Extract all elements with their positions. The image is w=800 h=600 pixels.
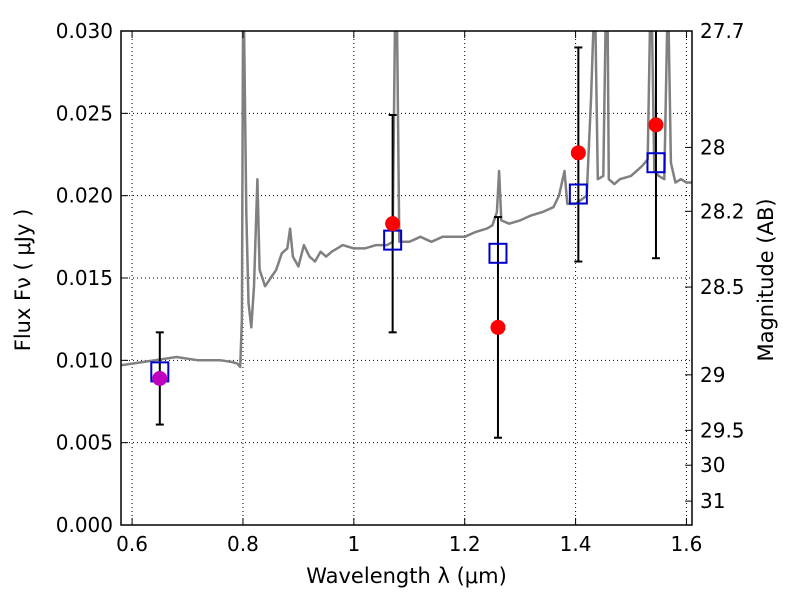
model-square-point bbox=[488, 242, 508, 264]
y-axis-right-label: Magnitude (AB) bbox=[754, 198, 778, 361]
observed-point bbox=[152, 370, 168, 386]
x-tick-label: 1.2 bbox=[449, 532, 481, 556]
right-tick-label: 29.5 bbox=[700, 418, 745, 442]
x-tick-label: 0.8 bbox=[227, 532, 259, 556]
y-tick-label: 0.010 bbox=[56, 348, 113, 372]
right-tick-label: 28 bbox=[700, 135, 725, 159]
observed-points bbox=[152, 117, 664, 386]
y-tick-label: 0.015 bbox=[56, 266, 113, 290]
right-tick-label: 27.7 bbox=[700, 19, 745, 43]
observed-point bbox=[570, 145, 586, 161]
y-tick-label: 0.000 bbox=[56, 513, 113, 537]
observed-point bbox=[385, 216, 401, 232]
right-tick-label: 28.2 bbox=[700, 199, 745, 223]
y-axis-label: Flux Fν ( μJy ) bbox=[11, 209, 35, 352]
x-tick-label: 1.4 bbox=[560, 532, 592, 556]
right-tick-label: 28.5 bbox=[700, 275, 745, 299]
y-tick-label: 0.020 bbox=[56, 184, 113, 208]
y-tick-label: 0.030 bbox=[56, 19, 113, 43]
spectrum-line bbox=[121, 31, 692, 369]
x-tick-label: 1.6 bbox=[671, 532, 703, 556]
spectrum-series bbox=[121, 31, 692, 369]
model-square-point bbox=[646, 152, 666, 174]
observed-point bbox=[490, 319, 506, 335]
right-tick-label: 31 bbox=[700, 489, 725, 513]
y-tick-label: 0.025 bbox=[56, 101, 113, 125]
model-square-point bbox=[568, 183, 588, 205]
observed-point bbox=[648, 117, 664, 133]
axis-ticks: 0.6 0.8 1 1.2 1.4 1.6 0.000 0.005 0.010 0.015 0.02… bbox=[56, 19, 745, 556]
x-tick-label: 1 bbox=[347, 532, 360, 556]
x-axis-label: Wavelength λ (μm) bbox=[306, 564, 507, 588]
right-tick-label: 30 bbox=[700, 453, 725, 477]
x-tick-label: 0.6 bbox=[116, 532, 148, 556]
y-tick-label: 0.005 bbox=[56, 431, 113, 455]
right-tick-label: 29 bbox=[700, 363, 725, 387]
